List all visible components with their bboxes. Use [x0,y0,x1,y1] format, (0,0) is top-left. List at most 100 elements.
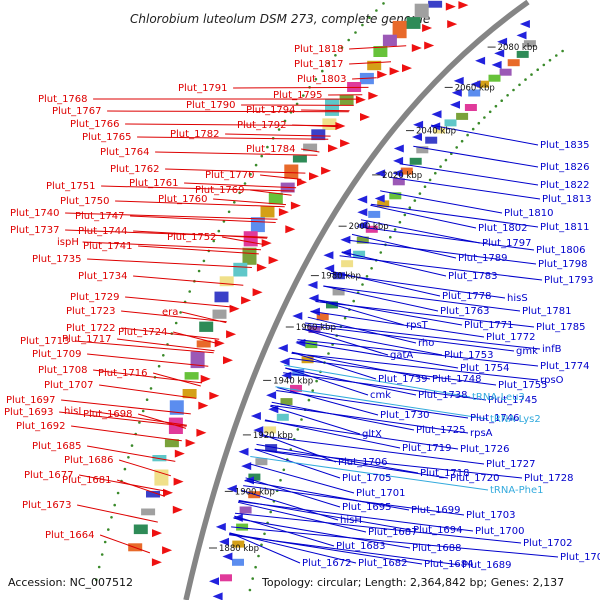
connector-line [296,341,459,369]
gc-dot [251,577,254,580]
reverse-gene-arrow [357,221,368,229]
connector-line [118,459,172,477]
gene-feature-block [141,508,156,516]
gene-label: Plut_1737 [10,225,60,236]
gene-feature-block [406,17,421,29]
gene-label: Plut_1748 [432,374,482,385]
gene-label: Plut_1681 [62,475,112,486]
reverse-gene-arrow [292,312,303,320]
gc-dot [361,283,364,286]
svg-text:2020 kbp: 2020 kbp [382,171,422,181]
connector-line [264,420,459,450]
gc-dot [269,510,273,514]
gene-feature-block [488,74,501,82]
gene-feature-block [468,89,481,97]
connector-line [260,433,337,463]
connector-line [87,445,176,462]
reverse-gene-arrow [241,462,252,471]
gene-label: hisS [507,293,528,304]
connector-line [330,270,441,297]
gc-dot [524,78,527,81]
gene-feature-block [507,59,520,67]
gene-feature-block [389,192,402,200]
connector-line [275,386,489,420]
gene-feature-block [456,112,469,120]
gc-dot [222,220,226,223]
gc-dot [382,2,385,5]
connector-line [101,185,295,192]
connector-line [107,110,349,113]
connector-line [59,411,187,427]
reverse-gene-arrow [232,513,243,522]
gene-feature-block [356,236,369,244]
gc-dot [254,565,257,569]
connector-line [213,198,287,206]
connector-line [87,353,209,367]
gc-dot [494,104,498,108]
gene-feature-block [292,155,307,163]
gc-dot [365,275,369,278]
reverse-gene-arrow [450,100,460,109]
connector-line [228,534,461,566]
gene-feature-block [236,523,249,531]
gene-label: Plut_1683 [336,541,386,552]
gc-dot [561,49,564,53]
gc-dot [302,94,305,97]
gene-label: Plut_1744 [78,226,128,237]
gc-dot [408,206,412,209]
gc-dot [375,9,378,12]
gene-feature-block [416,146,429,154]
gene-label: Plut_1781 [522,306,572,317]
connector-line [222,236,264,245]
gc-dot [107,528,110,531]
gene-label: Plut_1772 [486,332,536,343]
gene-label: Plut_1810 [504,208,554,219]
gene-feature-block [333,272,345,280]
gc-dot [471,127,475,131]
connector-line [117,338,215,352]
gc-dot [227,210,231,214]
gene-label: Plut_1792 [237,120,287,131]
gene-label: Plut_1677 [24,470,74,481]
gene-feature-block [146,490,160,498]
gene-feature-block [339,94,354,105]
reverse-gene-arrow [392,169,403,178]
connector-line [283,372,487,401]
gene-feature-block [164,439,179,448]
forward-gene-arrow [424,41,435,50]
connector-line [165,168,306,174]
connector-line [61,399,191,415]
gene-label: Plut_1771 [464,320,514,331]
connector-line [284,364,471,398]
gc-dot [141,409,145,413]
forward-gene-arrow [229,304,240,313]
gc-dot [116,491,120,495]
reverse-gene-arrow [238,447,249,456]
reverse-gene-arrow [430,122,441,131]
connector-line [370,204,477,229]
gene-label: rpsO [540,375,564,386]
gene-label: Plut_1761 [129,178,179,189]
connector-line [79,474,167,492]
gene-label: Plut_1740 [10,208,60,219]
reverse-gene-arrow [323,251,334,260]
gene-label: Plut_1811 [540,222,590,233]
gene-label: Plut_1735 [32,254,82,265]
gene-feature-block [400,167,413,175]
reverse-gene-arrow [413,120,424,129]
gene-label: Plut_1697 [6,395,56,406]
gene-feature-block [250,217,265,233]
forward-gene-arrow [174,449,185,458]
gene-feature-block [243,231,258,247]
reverse-gene-arrow [374,194,385,203]
forward-gene-arrow [309,172,319,181]
svg-text:2000 kbp: 2000 kbp [349,222,389,232]
gc-dot [434,171,437,175]
gene-label: Plut_1778 [442,291,492,302]
gc-dot [398,220,402,224]
gene-label: Plut_1766 [70,119,120,130]
reverse-gene-arrow [357,195,368,204]
gc-dot [238,191,241,195]
gene-label: Plut_1738 [418,390,468,401]
gc-dot [518,83,521,87]
